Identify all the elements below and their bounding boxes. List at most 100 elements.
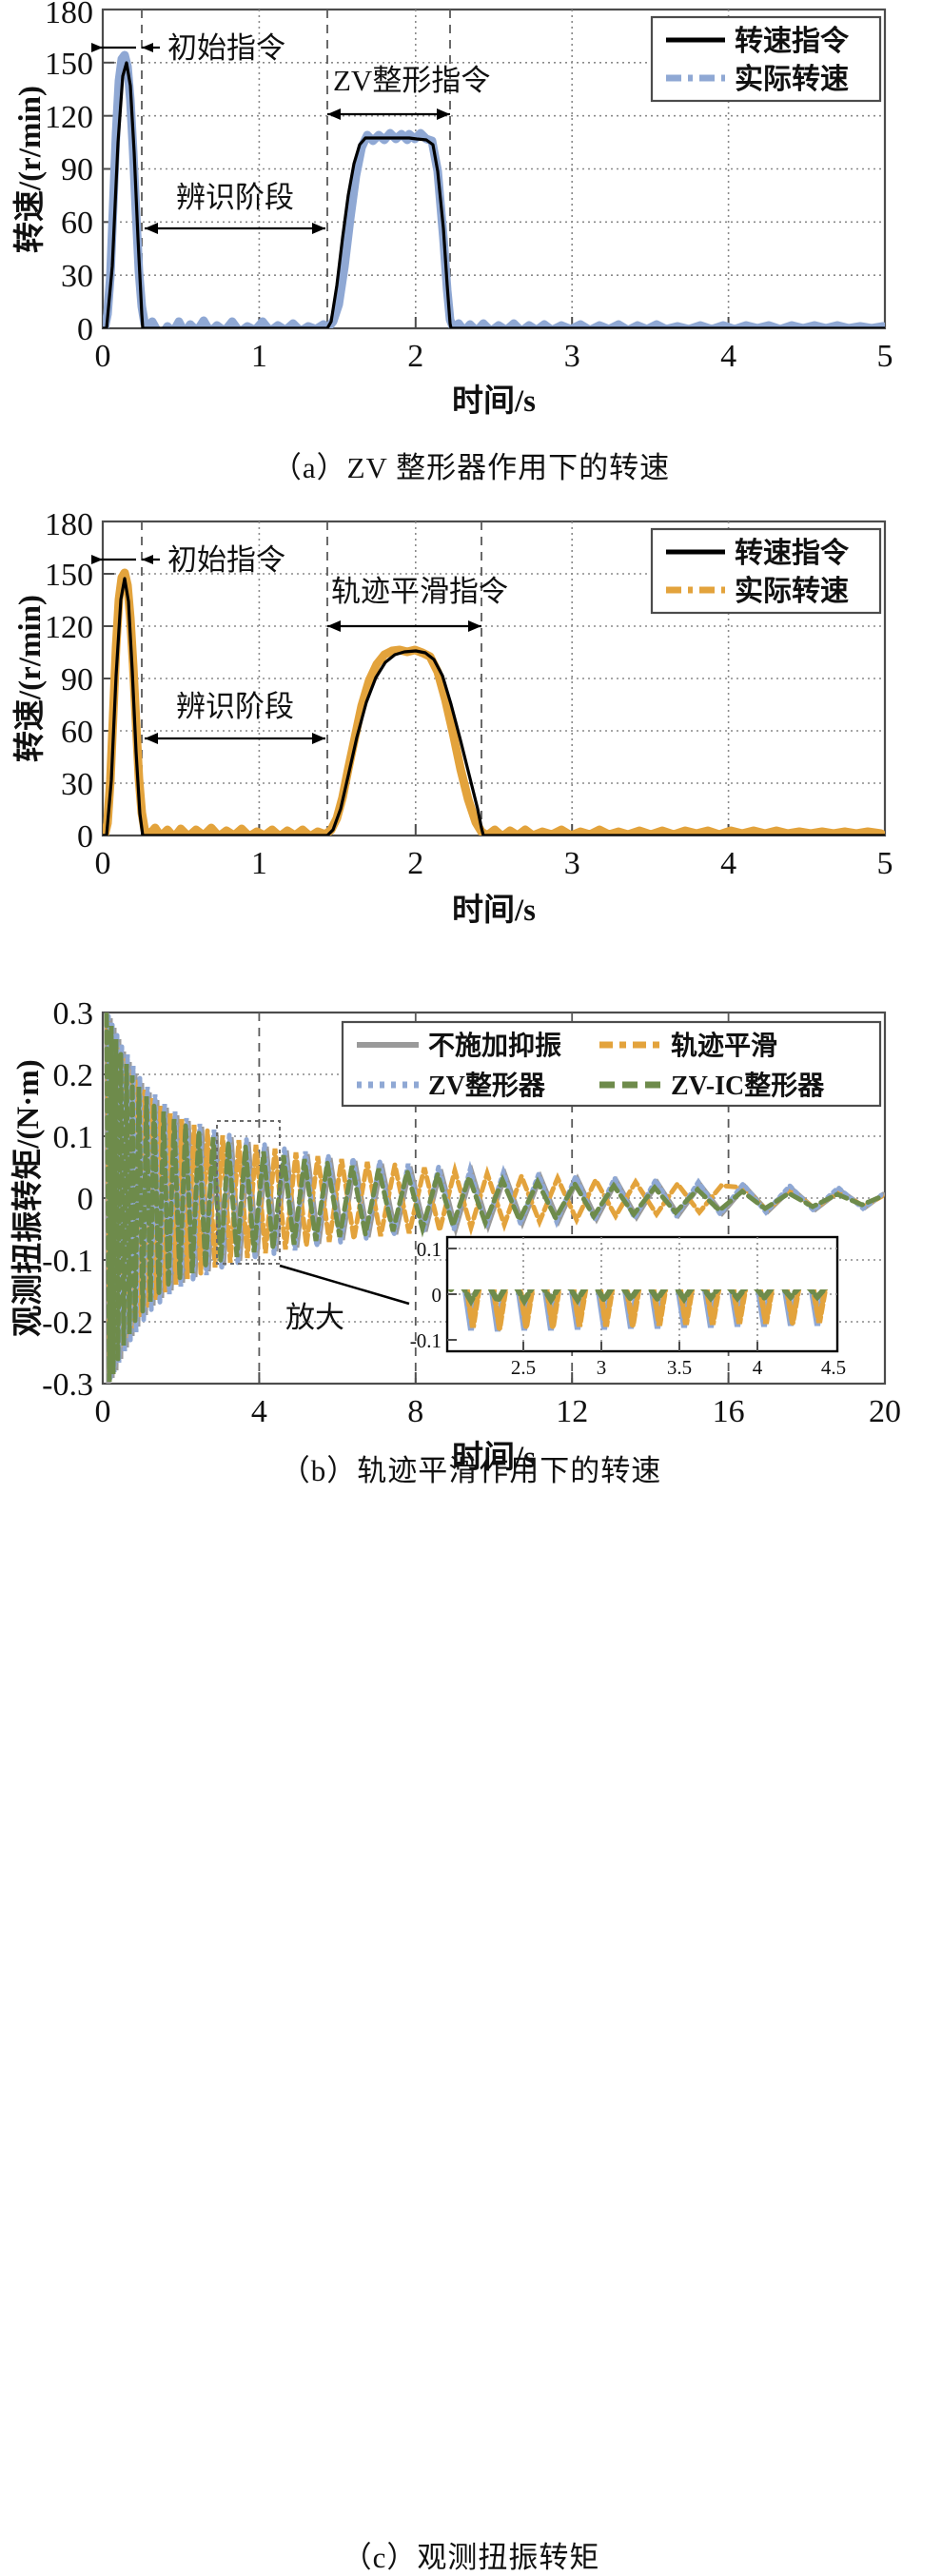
y-tick-label-c-0: 0 [77,1182,93,1217]
annotation-identification-b: 辨识阶段 [145,690,325,744]
x-tick-label-c-16: 16 [713,1394,745,1429]
legend-label-a-0: 转速指令 [735,25,850,57]
x-tick-label-c-0: 0 [95,1394,111,1429]
x-axis-title-a: 时间/s [452,383,536,419]
legend-label-a-1: 实际转速 [735,63,849,95]
caption-c: （c）观测扭振转矩 [342,2541,600,2574]
annotation-initial-command-b: 初始指令 [91,543,285,577]
x-axis-title-c: 时间/s [452,1440,536,1475]
y-axis-title-c: 观测扭振转矩/(N·m) [10,1059,46,1336]
inset-chart-c: 0.1 0 -0.1 2.5 3 3.5 4 4.5 [410,1235,846,1379]
zoom-leader-line [279,1264,410,1306]
series-c-all [104,1013,885,1384]
annotation-label-initial-command-a: 初始指令 [167,31,285,65]
y-tick-label-a-30: 30 [61,259,93,294]
annotation-smoothed-command-b: 轨迹平滑指令 [327,575,508,632]
y-tick-label-a-120: 120 [45,100,93,135]
inset-x-tick-25: 2.5 [511,1356,536,1379]
y-axis-title-a: 转速/(r/min) [12,86,48,253]
legend-box-b [650,527,882,615]
annotation-label-identification-a: 辨识阶段 [176,181,294,214]
x-tick-label-b-1: 1 [251,846,267,881]
y-tick-label-b-30: 30 [61,767,93,802]
inset-y-tick-01: 0.1 [417,1238,442,1261]
x-tick-label-b-2: 2 [407,846,423,881]
legend-a: 转速指令 实际转速 [650,15,882,103]
annotation-label-zoom-c: 放大 [285,1301,344,1334]
legend-label-c-3: ZV-IC整形器 [671,1071,825,1101]
legend-label-c-0: 不施加抑振 [428,1031,561,1061]
legend-box-c [341,1020,882,1108]
chart-panel-c: 0.3 0.2 0.1 0 -0.1 -0.2 -0.3 0 4 8 12 16… [0,999,942,2574]
legend-label-b-0: 转速指令 [735,537,850,569]
chart-b-svg: 0 30 60 90 120 150 180 0 1 2 3 4 5 转速/(r… [12,507,893,928]
legend-label-b-1: 实际转速 [735,575,849,607]
legend-c: 不施加抑振 轨迹平滑 ZV整形器 ZV-IC整形器 [341,1020,882,1108]
x-tick-label-a-2: 2 [407,339,423,374]
inset-x-tick-30: 3 [597,1356,607,1379]
y-tick-label-a-150: 150 [45,47,93,82]
y-tick-label-c-02: 0.2 [53,1058,94,1093]
y-tick-label-b-0: 0 [77,819,93,855]
series-b-command [103,577,885,836]
annotation-shaped-command-a: ZV整形指令 [327,64,490,120]
y-tick-label-b-90: 90 [61,662,93,698]
y-tick-label-c-01: 0.1 [53,1120,94,1155]
inset-y-tick-n01: -0.1 [410,1329,442,1352]
x-axis-title-b: 时间/s [452,893,536,928]
x-tick-label-a-0: 0 [95,339,111,374]
y-tick-label-b-60: 60 [61,715,93,750]
chart-a-svg: 0 30 60 90 120 150 180 0 1 2 3 4 5 转速/(r… [12,0,893,419]
legend-box-a [650,15,882,103]
annotation-label-initial-command-b: 初始指令 [167,543,285,577]
inset-y-tick-0: 0 [432,1284,442,1307]
x-tick-label-a-4: 4 [720,339,736,374]
series-a-command [103,61,885,328]
series-b-actual [103,568,885,836]
y-tick-label-a-0: 0 [77,312,93,347]
y-tick-label-c-n01: -0.1 [42,1244,93,1279]
zoom-region-box [216,1120,281,1265]
y-tick-label-c-03: 0.3 [53,999,94,1032]
x-tick-label-b-4: 4 [720,846,736,881]
annotation-label-shaped-command-a: ZV整形指令 [333,64,490,97]
x-tick-label-b-3: 3 [564,846,580,881]
y-tick-label-c-n03: -0.3 [42,1367,93,1403]
y-tick-label-c-n02: -0.2 [42,1306,93,1341]
legend-label-c-2: ZV整形器 [428,1071,546,1101]
y-tick-label-b-150: 150 [45,558,93,593]
inset-ticks [447,1248,758,1351]
y-axis-title-b: 转速/(r/min) [12,595,48,762]
annotation-identification-a: 辨识阶段 [145,181,325,234]
series-c-zvic [104,1013,883,1383]
annotation-label-smoothed-command-b: 轨迹平滑指令 [331,575,508,608]
x-tick-label-b-5: 5 [877,846,893,881]
annotation-label-identification-b: 辨识阶段 [176,690,294,723]
annotation-initial-command-a: 初始指令 [91,31,285,65]
caption-b: （b）轨迹平滑作用下的转速 [280,1454,662,1487]
y-tick-label-b-180: 180 [45,507,93,542]
x-tick-label-c-20: 20 [869,1394,901,1429]
y-tick-label-a-60: 60 [61,206,93,241]
x-tick-label-a-5: 5 [877,339,893,374]
inset-x-tick-45: 4.5 [821,1356,846,1379]
chart-c-svg: 0.3 0.2 0.1 0 -0.1 -0.2 -0.3 0 4 8 12 16… [10,999,901,1475]
x-ticks-c [102,1372,886,1384]
legend-b: 转速指令 实际转速 [650,527,882,615]
inset-x-tick-40: 4 [753,1356,763,1379]
y-tick-label-b-120: 120 [45,610,93,645]
y-tick-label-a-180: 180 [45,0,93,30]
chart-panel-b: 0 30 60 90 120 150 180 0 1 2 3 4 5 转速/(r… [0,495,942,1487]
inset-x-tick-35: 3.5 [667,1356,692,1379]
chart-panel-a: 0 30 60 90 120 150 180 0 1 2 3 4 5 转速/(r… [0,0,942,495]
legend-label-c-1: 轨迹平滑 [671,1030,777,1061]
caption-a: （a）ZV 整形器作用下的转速 [271,451,671,484]
x-tick-label-c-4: 4 [251,1394,267,1429]
x-tick-label-c-12: 12 [556,1394,588,1429]
y-tick-label-a-90: 90 [61,152,93,187]
x-tick-label-a-1: 1 [251,339,267,374]
x-tick-label-a-3: 3 [564,339,580,374]
zoom-bracket-c: 放大 [216,1120,410,1334]
x-tick-label-c-8: 8 [407,1394,423,1429]
